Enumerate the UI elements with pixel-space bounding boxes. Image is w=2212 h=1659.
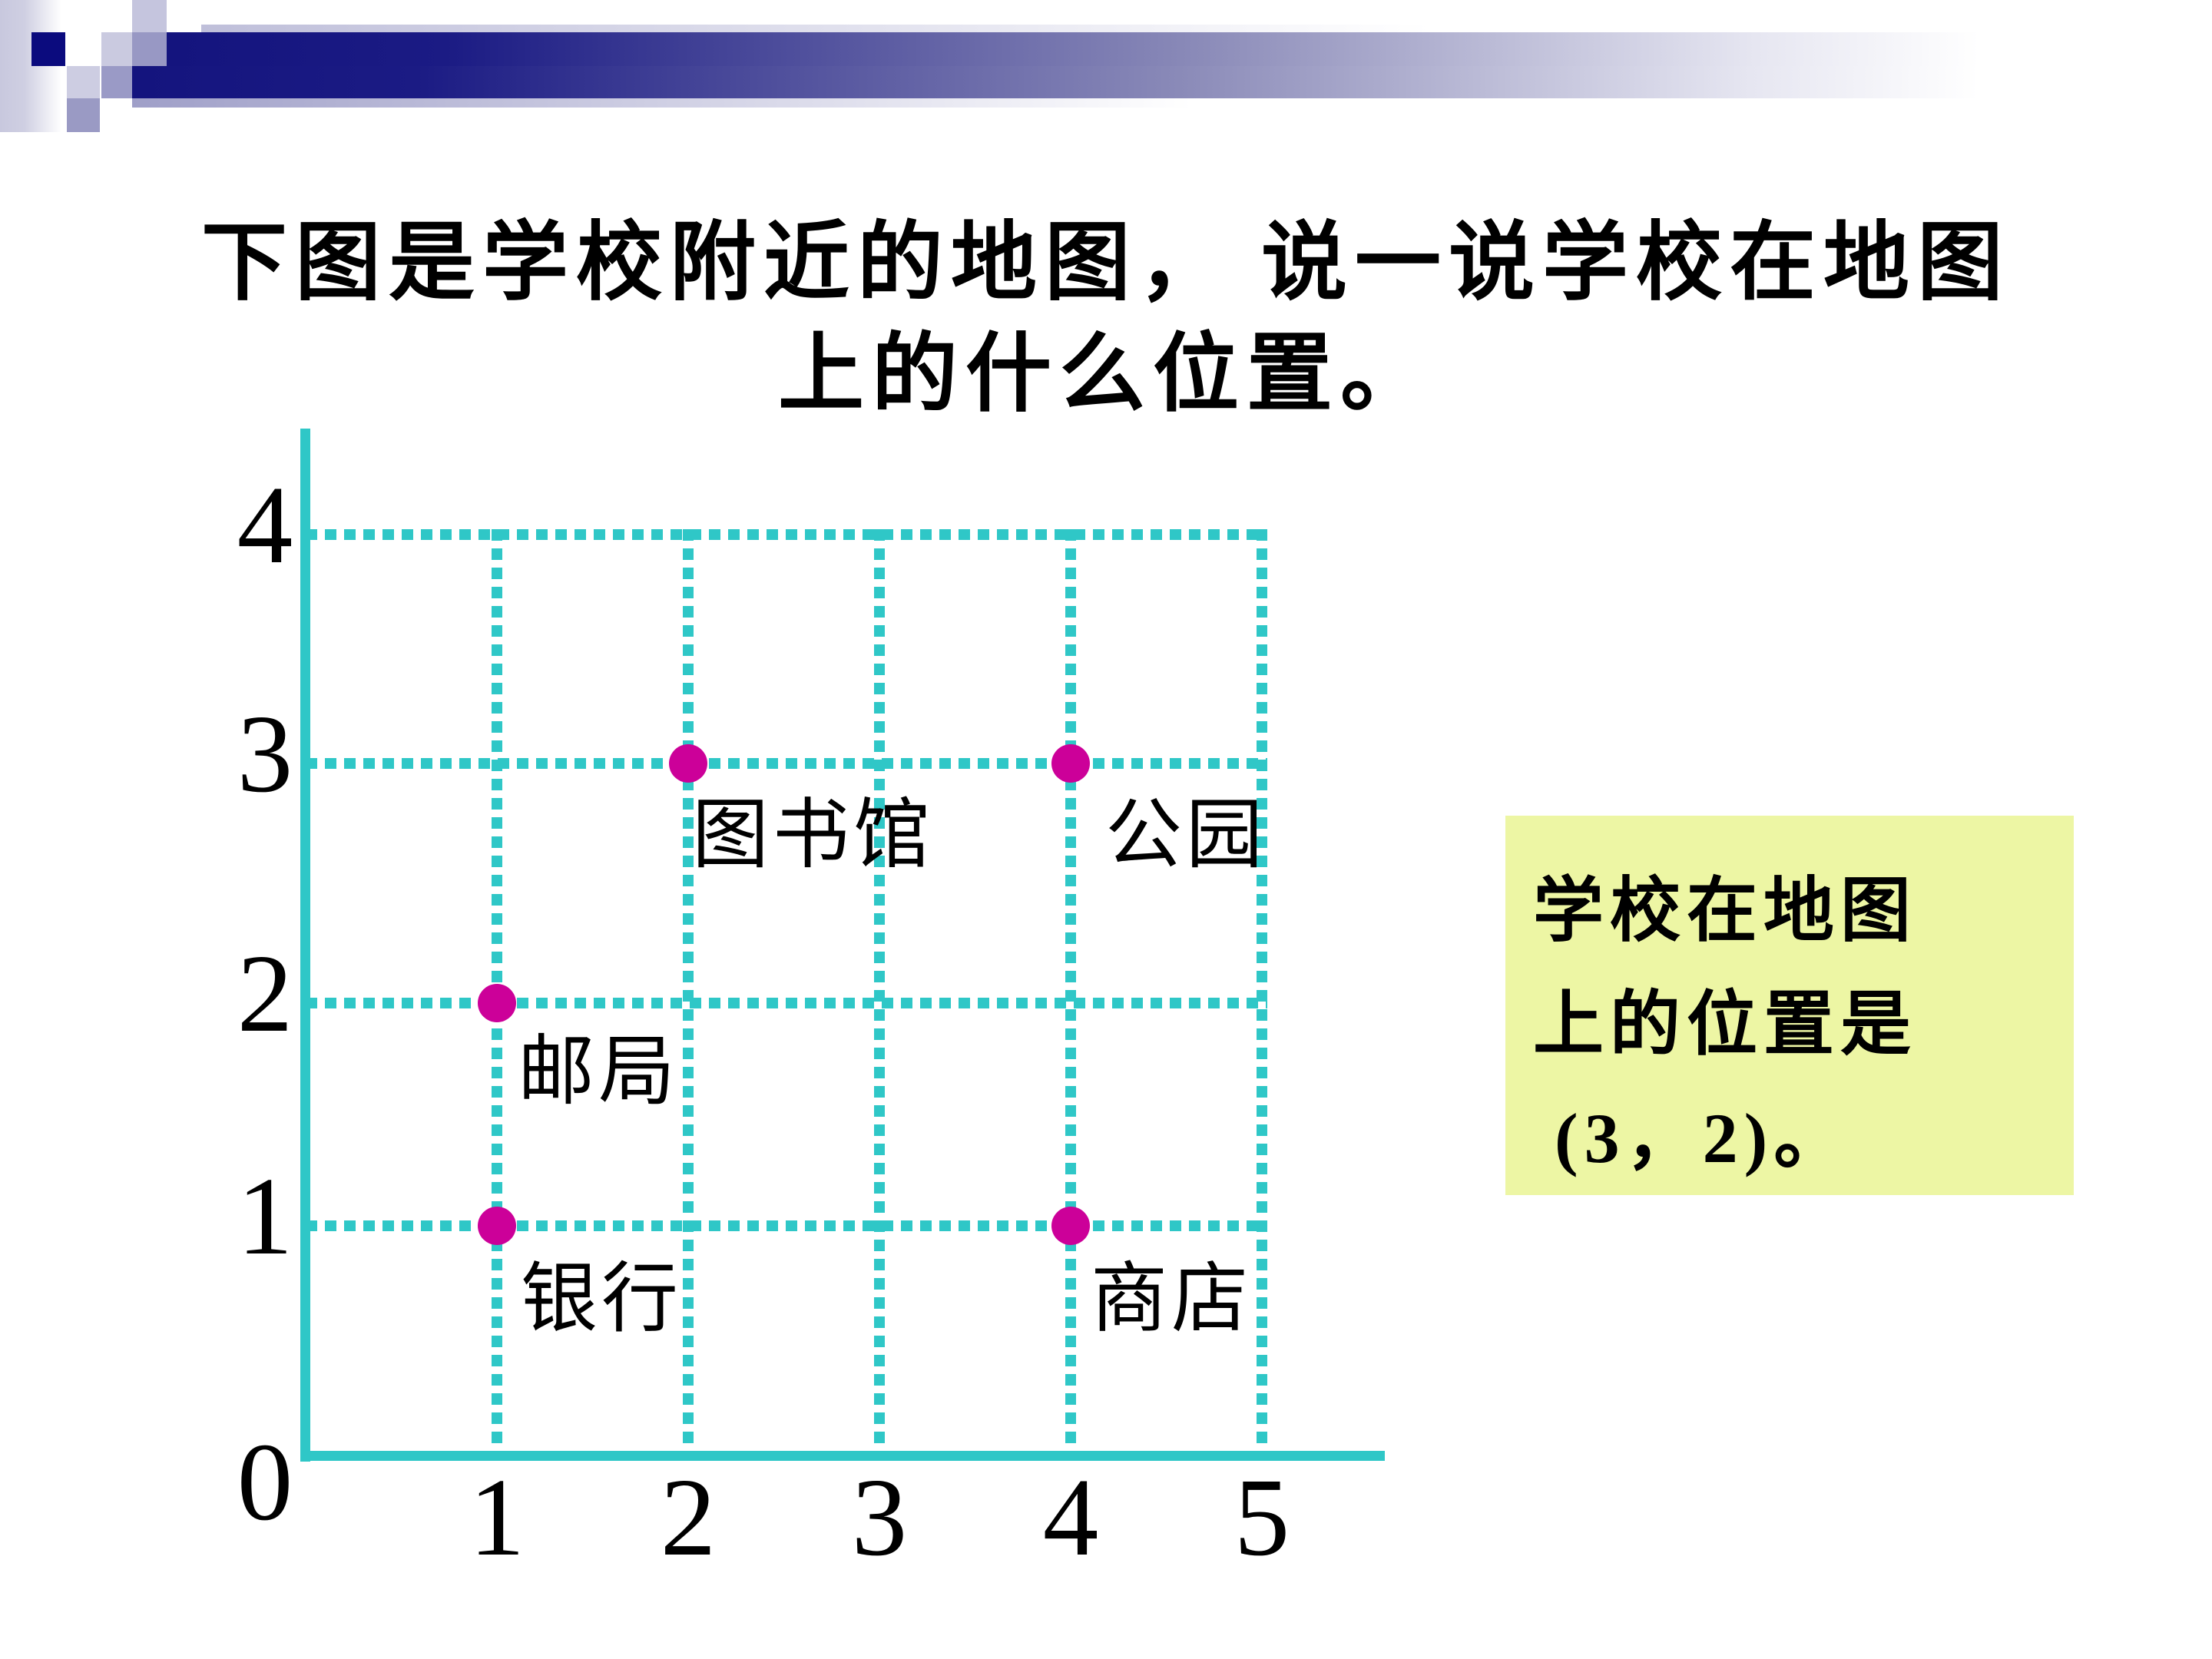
header-thin-line-top bbox=[201, 25, 1430, 32]
point-label: 商店 bbox=[1091, 1257, 1252, 1342]
x-axis-tick-label: 1 bbox=[469, 1456, 525, 1579]
y-axis-tick-label: 4 bbox=[237, 464, 293, 587]
slide-title-line2: 上的什么位置。 bbox=[778, 327, 1434, 422]
origin-tick-label: 0 bbox=[237, 1421, 293, 1544]
data-point bbox=[478, 1207, 516, 1245]
gridline-horizontal bbox=[306, 1220, 1267, 1231]
y-axis-tick-label: 1 bbox=[237, 1155, 293, 1278]
decor-square-navy bbox=[31, 32, 65, 66]
x-axis-tick-label: 5 bbox=[1233, 1456, 1290, 1579]
answer-line: 上的位置是 bbox=[1533, 985, 1918, 1064]
point-label: 邮局 bbox=[518, 1029, 679, 1114]
x-axis-line bbox=[300, 1451, 1385, 1461]
decor-square bbox=[132, 32, 167, 66]
data-point bbox=[1051, 1207, 1090, 1245]
gridline-vertical bbox=[683, 529, 694, 1451]
gridline-vertical bbox=[874, 529, 885, 1451]
y-axis-line bbox=[300, 429, 310, 1462]
gridline-horizontal bbox=[306, 758, 1267, 769]
y-axis-tick-label: 3 bbox=[237, 693, 293, 816]
gridline-vertical bbox=[1065, 529, 1076, 1451]
answer-box: 学校在地图 上的位置是 (3，2)。 bbox=[1505, 816, 2074, 1195]
data-point bbox=[478, 984, 516, 1022]
decor-square bbox=[67, 66, 100, 98]
gridline-horizontal bbox=[306, 529, 1267, 540]
point-label: 公园 bbox=[1105, 793, 1267, 878]
answer-line: (3，2)。 bbox=[1555, 1099, 1851, 1177]
header-left-strip bbox=[0, 0, 61, 132]
header-bar-bottom bbox=[132, 66, 2035, 98]
data-point bbox=[1051, 744, 1090, 783]
slide-title-line1: 下图是学校附近的地图， 说一说学校在地图 bbox=[201, 216, 2011, 311]
y-axis-tick-label: 2 bbox=[237, 932, 293, 1055]
x-axis-tick-label: 3 bbox=[851, 1456, 908, 1579]
decor-square bbox=[132, 0, 167, 32]
point-label: 图书馆 bbox=[692, 793, 934, 878]
point-label: 银行 bbox=[521, 1257, 682, 1342]
data-point bbox=[669, 744, 707, 783]
decor-square bbox=[101, 32, 132, 66]
gridline-vertical bbox=[1257, 529, 1267, 1451]
decor-square bbox=[67, 98, 100, 132]
x-axis-tick-label: 4 bbox=[1042, 1456, 1099, 1579]
header-thin-line-bottom bbox=[132, 98, 1192, 108]
x-axis-tick-label: 2 bbox=[660, 1456, 717, 1579]
decor-square bbox=[101, 66, 132, 98]
header-bar-top bbox=[167, 32, 2035, 66]
answer-line: 学校在地图 bbox=[1533, 872, 1918, 950]
gridline-horizontal bbox=[306, 998, 1267, 1008]
